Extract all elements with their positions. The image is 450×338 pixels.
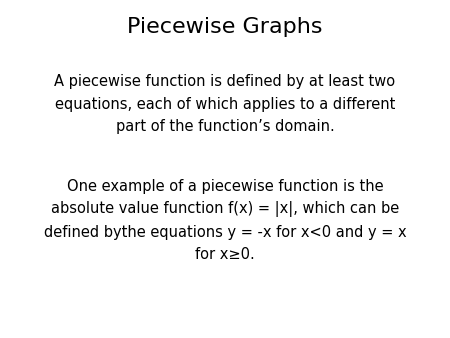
Text: A piecewise function is defined by at least two
equations, each of which applies: A piecewise function is defined by at le… bbox=[54, 74, 396, 134]
Text: One example of a piecewise function is the
absolute value function f(x) = |x|, w: One example of a piecewise function is t… bbox=[44, 179, 406, 262]
Text: Piecewise Graphs: Piecewise Graphs bbox=[127, 17, 323, 37]
